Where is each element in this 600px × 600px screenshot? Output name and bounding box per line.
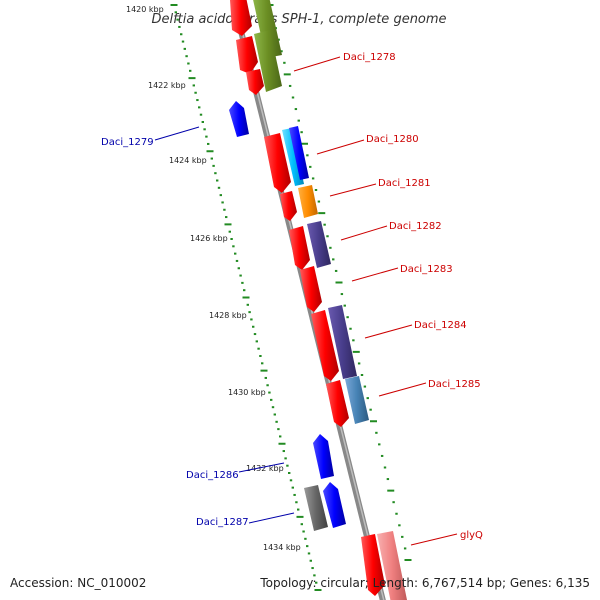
kbp-labels: 1420 kbp 1422 kbp 1424 kbp 1426 kbp 1428… <box>126 5 301 552</box>
gene-arrow-glyq[interactable] <box>361 534 385 596</box>
gene-arrow-daci-1285[interactable] <box>326 380 349 427</box>
reverse-strand-features <box>229 101 346 531</box>
leader-daci-1285 <box>378 382 427 397</box>
gene-label-daci-1285[interactable]: Daci_1285 <box>428 379 481 390</box>
leader-daci-1283 <box>351 267 399 282</box>
gene-block-olive-1[interactable] <box>252 0 282 58</box>
gene-label-glyq[interactable]: glyQ <box>460 530 483 541</box>
gene-label-daci-1278[interactable]: Daci_1278 <box>343 52 396 63</box>
kbp-tick-track <box>170 4 322 591</box>
map-title: Delftia acidovorans SPH-1, complete geno… <box>151 12 446 27</box>
gene-label-daci-1279[interactable]: Daci_1279 <box>101 137 154 148</box>
genome-summary-text: Topology: circular; Length: 6,767,514 bp… <box>260 576 590 590</box>
gene-arrow-daci-1283[interactable] <box>300 266 322 312</box>
kbp-label-1434: 1434 kbp <box>263 543 301 552</box>
gene-arrow-daci-1277[interactable] <box>230 0 252 36</box>
accession-text: Accession: NC_010002 <box>10 576 147 590</box>
gene-arrow-daci-1284[interactable] <box>311 310 339 381</box>
gene-block-gray[interactable] <box>304 485 328 531</box>
gene-arrow-daci-1281[interactable] <box>280 191 297 221</box>
leader-daci-1286 <box>238 462 285 473</box>
kbp-label-1422: 1422 kbp <box>148 81 186 90</box>
gene-label-daci-1287[interactable]: Daci_1287 <box>196 517 249 528</box>
gene-arrow-daci-1282[interactable] <box>289 226 310 270</box>
gene-label-daci-1280[interactable]: Daci_1280 <box>366 134 419 145</box>
gene-block-olive-2[interactable] <box>254 30 282 92</box>
gene-block-blue-forward[interactable] <box>289 126 309 180</box>
leader-daci-1281 <box>329 183 377 197</box>
kbp-label-1420: 1420 kbp <box>126 5 164 14</box>
gene-block-purple-2[interactable] <box>328 305 357 379</box>
leader-daci-1287 <box>248 512 295 524</box>
kbp-label-1432: 1432 kbp <box>246 464 284 473</box>
leader-daci-1282 <box>340 225 388 241</box>
gene-block-steel[interactable] <box>345 376 369 424</box>
gene-arrow-daci-1279[interactable] <box>229 101 249 137</box>
gene-block-purple-1[interactable] <box>307 221 331 268</box>
gene-arrow-daci-1278a[interactable] <box>236 36 258 74</box>
leader-daci-1278 <box>293 56 341 72</box>
feature-dot-track <box>266 4 412 561</box>
forward-strand-features <box>230 0 407 600</box>
gene-labels: Daci_1278 Daci_1279 Daci_1280 Daci_1281 … <box>101 52 483 541</box>
leader-daci-1279 <box>154 126 200 141</box>
gene-label-daci-1283[interactable]: Daci_1283 <box>400 264 453 275</box>
gene-arrow-daci-1286[interactable] <box>313 434 334 479</box>
gene-label-daci-1286[interactable]: Daci_1286 <box>186 470 239 481</box>
gene-label-daci-1284[interactable]: Daci_1284 <box>414 320 467 331</box>
kbp-label-1428: 1428 kbp <box>209 311 247 320</box>
leader-daci-1284 <box>364 324 413 339</box>
gene-arrow-daci-1280[interactable] <box>264 133 291 193</box>
gene-label-daci-1281[interactable]: Daci_1281 <box>378 178 431 189</box>
kbp-label-1424: 1424 kbp <box>169 156 207 165</box>
kbp-label-1430: 1430 kbp <box>228 388 266 397</box>
gene-block-orange[interactable] <box>298 185 318 218</box>
gene-label-daci-1282[interactable]: Daci_1282 <box>389 221 442 232</box>
leader-glyq <box>410 533 458 546</box>
leader-daci-1280 <box>316 139 365 155</box>
gene-arrow-daci-1287[interactable] <box>323 482 346 528</box>
gene-block-pink[interactable] <box>377 531 407 600</box>
label-leader-lines <box>154 56 458 546</box>
gene-arrow-daci-1278[interactable] <box>246 69 264 95</box>
kbp-label-1426: 1426 kbp <box>190 234 228 243</box>
